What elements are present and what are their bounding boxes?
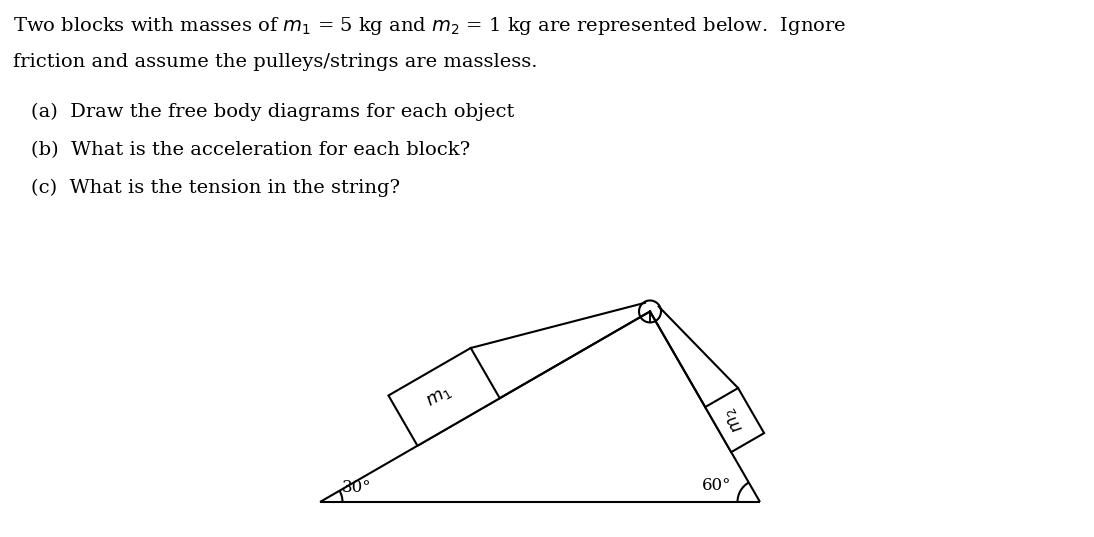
Text: 30°: 30°: [342, 479, 372, 496]
Text: 60°: 60°: [702, 477, 732, 494]
Text: $m_2$: $m_2$: [721, 405, 748, 435]
Polygon shape: [706, 388, 764, 452]
Polygon shape: [388, 348, 500, 446]
Text: friction and assume the pulleys/strings are massless.: friction and assume the pulleys/strings …: [13, 53, 537, 71]
Text: (c)  What is the tension in the string?: (c) What is the tension in the string?: [31, 179, 400, 197]
Text: (b)  What is the acceleration for each block?: (b) What is the acceleration for each bl…: [31, 141, 470, 159]
Text: $m_1$: $m_1$: [423, 382, 455, 411]
Text: Two blocks with masses of $m_1$ = 5 kg and $m_2$ = 1 kg are represented below.  : Two blocks with masses of $m_1$ = 5 kg a…: [13, 15, 847, 37]
Text: (a)  Draw the free body diagrams for each object: (a) Draw the free body diagrams for each…: [31, 103, 514, 121]
